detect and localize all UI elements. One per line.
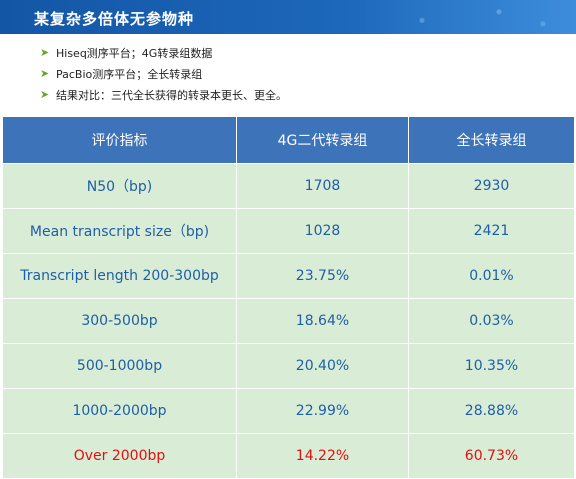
metric-cell: Over 2000bp [2,433,237,479]
bullet-text: PacBio测序平台；全长转录组 [56,67,203,81]
column-header-fulllength: 全长转录组 [408,116,575,164]
table-row: 1000-2000bp 22.99% 28.88% [2,388,575,434]
title-banner: 某复杂多倍体无参物种 [0,0,576,34]
arrow-bullet-icon: ➤ [40,88,50,101]
fulllength-value-cell: 2930 [408,163,575,209]
bullet-list: ➤ Hiseq测序平台；4G转录组数据 ➤ PacBio测序平台；全长转录组 ➤… [40,44,287,107]
metric-cell: N50（bp) [2,163,237,209]
column-header-ngs: 4G二代转录组 [236,116,409,164]
fulllength-value-cell: 28.88% [408,388,575,434]
fulllength-value-cell: 0.03% [408,298,575,344]
column-header-metric: 评价指标 [2,116,237,164]
arrow-bullet-icon: ➤ [40,46,50,59]
table-row: 300-500bp 18.64% 0.03% [2,298,575,344]
table-row: Mean transcript size（bp) 1028 2421 [2,208,575,254]
table-row-highlight: Over 2000bp 14.22% 60.73% [2,433,575,479]
metric-cell: Mean transcript size（bp) [2,208,237,254]
metric-cell: Transcript length 200-300bp [2,253,237,299]
fulllength-value-cell: 10.35% [408,343,575,389]
fulllength-value-cell: 60.73% [408,433,575,479]
ngs-value-cell: 23.75% [236,253,409,299]
comparison-table: 评价指标 4G二代转录组 全长转录组 N50（bp) 1708 2930 Mea… [2,116,575,479]
table-row: N50（bp) 1708 2930 [2,163,575,209]
bullet-text: Hiseq测序平台；4G转录组数据 [56,46,213,60]
ngs-value-cell: 1028 [236,208,409,254]
bullet-item: ➤ Hiseq测序平台；4G转录组数据 [40,44,287,61]
ngs-value-cell: 1708 [236,163,409,209]
ngs-value-cell: 14.22% [236,433,409,479]
metric-cell: 300-500bp [2,298,237,344]
bullet-item: ➤ PacBio测序平台；全长转录组 [40,65,287,82]
bullet-text: 结果对比：三代全长获得的转录本更长、更全。 [56,88,287,102]
fulllength-value-cell: 2421 [408,208,575,254]
ngs-value-cell: 20.40% [236,343,409,389]
bullet-item: ➤ 结果对比：三代全长获得的转录本更长、更全。 [40,86,287,103]
arrow-bullet-icon: ➤ [40,67,50,80]
table-row: 500-1000bp 20.40% 10.35% [2,343,575,389]
metric-cell: 1000-2000bp [2,388,237,434]
metric-cell: 500-1000bp [2,343,237,389]
fulllength-value-cell: 0.01% [408,253,575,299]
table-header-row: 评价指标 4G二代转录组 全长转录组 [2,116,575,164]
table-row: Transcript length 200-300bp 23.75% 0.01% [2,253,575,299]
slide-title: 某复杂多倍体无参物种 [34,10,195,28]
ngs-value-cell: 22.99% [236,388,409,434]
ngs-value-cell: 18.64% [236,298,409,344]
banner-decoration [356,0,576,34]
